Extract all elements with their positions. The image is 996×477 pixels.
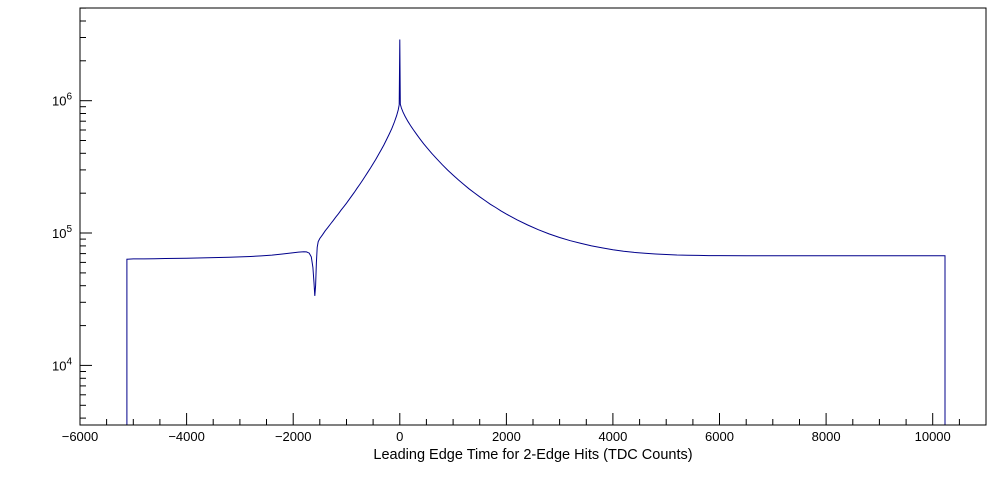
x-tick-label: 8000 [812,429,841,444]
y-tick-label: 104 [52,356,72,373]
x-tick-label: −2000 [275,429,312,444]
y-tick-label: 105 [52,224,72,241]
x-axis-tick-labels: −6000 −4000 −2000 0 2000 4000 6000 8000 10000 [62,429,951,444]
x-tick-label: 0 [396,429,403,444]
y-axis-ticks [80,7,92,419]
x-tick-label: 4000 [598,429,627,444]
histogram-line [126,39,946,425]
y-tick-label: 106 [52,92,72,109]
x-tick-label: −6000 [62,429,99,444]
x-tick-label: 10000 [915,429,951,444]
plot-background [80,8,986,425]
y-axis-tick-labels: 104 105 106 [52,92,72,374]
x-tick-label: −4000 [168,429,205,444]
x-tick-label: 2000 [492,429,521,444]
x-axis-ticks [79,413,987,425]
x-tick-label: 6000 [705,429,734,444]
x-axis-title: Leading Edge Time for 2-Edge Hits (TDC C… [373,447,692,463]
